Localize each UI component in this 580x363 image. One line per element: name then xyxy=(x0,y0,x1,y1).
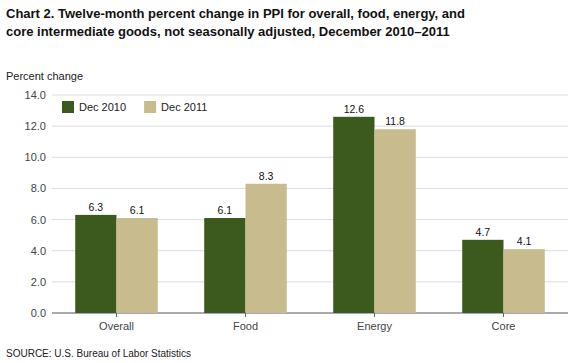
grid-line xyxy=(52,188,568,189)
bar xyxy=(204,218,245,313)
bar xyxy=(75,215,116,313)
x-tick xyxy=(245,313,246,317)
legend-label: Dec 2011 xyxy=(161,101,207,113)
x-tick xyxy=(374,313,375,317)
y-tick-label: 4.0 xyxy=(31,245,46,257)
bar xyxy=(117,218,158,313)
y-axis-label: Percent change xyxy=(6,70,83,82)
x-tick xyxy=(503,313,504,317)
y-tick-label: 12.0 xyxy=(25,120,46,132)
data-label: 11.8 xyxy=(385,115,405,127)
chart: Chart 2. Twelve-month percent change in … xyxy=(0,0,580,363)
legend-label: Dec 2010 xyxy=(79,101,126,113)
bar xyxy=(375,129,416,313)
bar xyxy=(462,240,503,313)
data-label: 12.6 xyxy=(344,103,365,115)
chart-container: Chart 2. Twelve-month percent change in … xyxy=(0,0,580,363)
x-tick-label: Overall xyxy=(99,320,134,332)
legend-swatch xyxy=(62,101,74,113)
y-tick-label: 0.0 xyxy=(31,307,46,319)
data-label: 4.1 xyxy=(517,235,532,247)
title: Chart 2. Twelve-month percent change in … xyxy=(6,6,465,21)
bars xyxy=(75,117,545,313)
bar xyxy=(246,184,287,313)
legend-swatch xyxy=(144,101,156,113)
grid-line xyxy=(52,157,568,158)
x-tick-label: Energy xyxy=(357,320,392,332)
y-tick-label: 14.0 xyxy=(25,89,46,101)
legend: Dec 2010 Dec 2011 xyxy=(62,101,207,113)
x-tick-label: Food xyxy=(233,320,258,332)
y-tick-label: 2.0 xyxy=(31,276,46,288)
y-tick-label: 6.0 xyxy=(31,214,46,226)
data-label: 4.7 xyxy=(476,226,491,238)
data-label: 6.1 xyxy=(218,204,233,216)
data-label: 6.1 xyxy=(130,204,145,216)
title: core intermediate goods, not seasonally … xyxy=(6,24,450,39)
source: SOURCE: U.S. Bureau of Labor Statistics xyxy=(6,348,191,359)
grid-line xyxy=(52,126,568,127)
grid-line xyxy=(52,95,568,96)
y-tick-label: 10.0 xyxy=(25,151,46,163)
y-tick-label: 8.0 xyxy=(31,182,46,194)
x-tick xyxy=(116,313,117,317)
data-label: 6.3 xyxy=(89,201,104,213)
x-tick-label: Core xyxy=(492,320,516,332)
bar xyxy=(504,249,545,313)
data-label: 8.3 xyxy=(259,170,274,182)
bar xyxy=(333,117,374,313)
